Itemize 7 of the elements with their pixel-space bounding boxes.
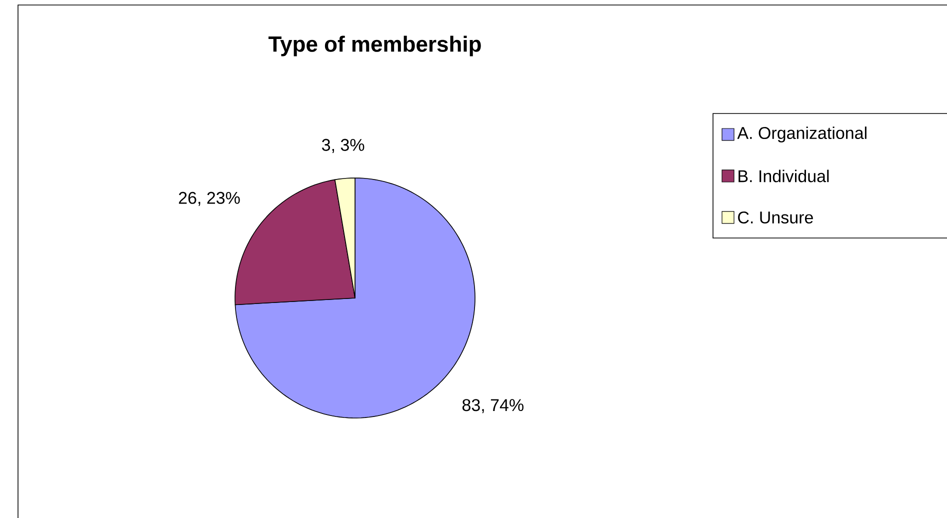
- data-label: 83, 74%: [462, 399, 524, 414]
- data-label: 3, 3%: [322, 138, 364, 153]
- data-label: 26, 23%: [178, 192, 240, 206]
- legend-label: A. Organizational: [737, 126, 866, 142]
- legend-label: C. Unsure: [738, 211, 813, 224]
- legend-label: B. Individual: [738, 170, 829, 182]
- chart-title: Type of membership: [268, 36, 481, 56]
